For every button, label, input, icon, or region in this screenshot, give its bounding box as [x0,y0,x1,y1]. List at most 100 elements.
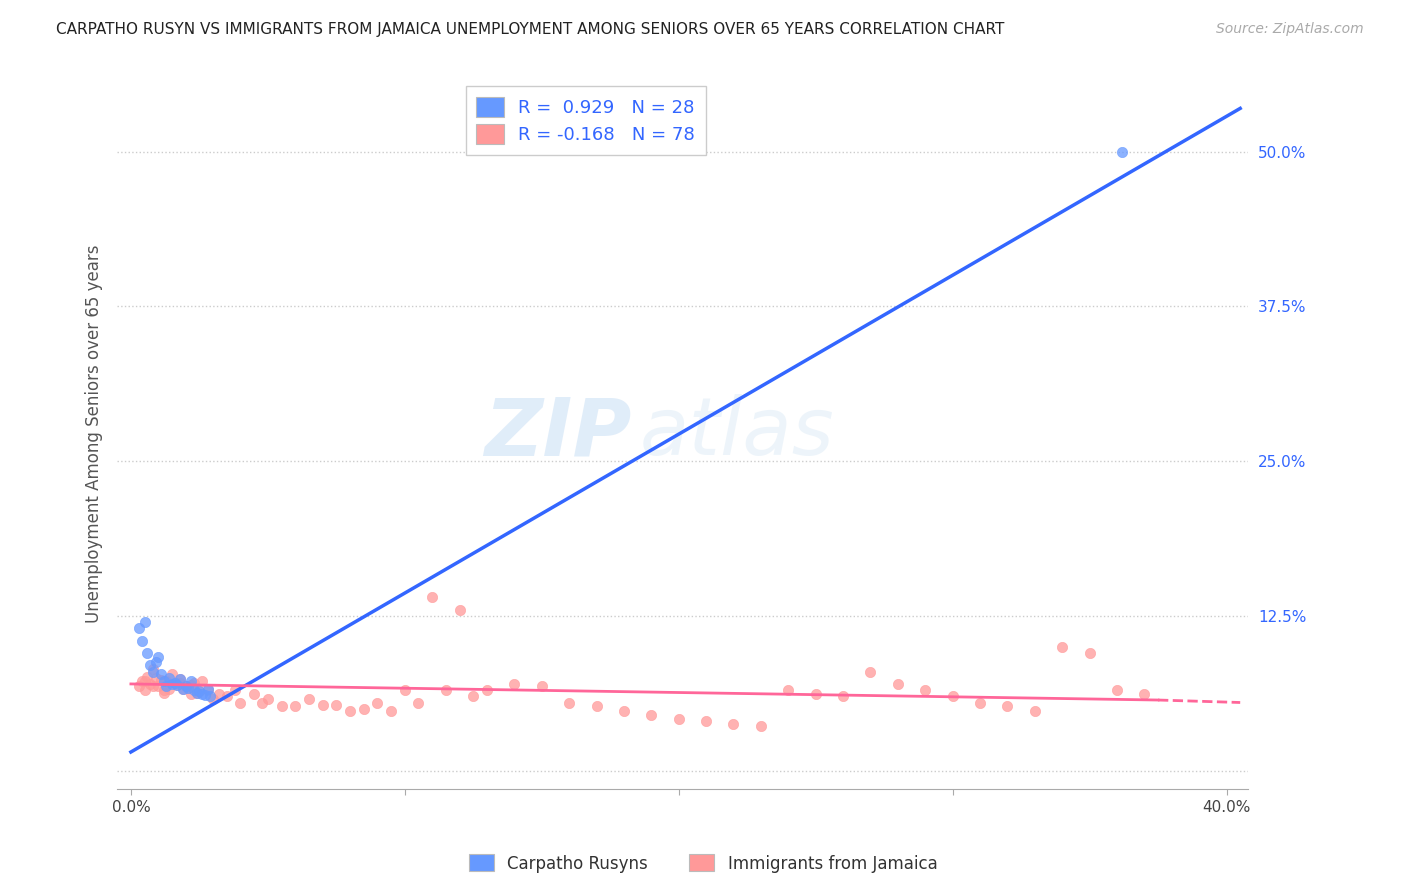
Point [142,665,165,679]
Point [585,699,607,714]
Point [252,696,274,710]
Point [463,690,485,704]
Point [408,696,430,710]
Point [134,683,156,698]
Point [503,677,526,691]
Point [194,688,217,702]
Point [1133,687,1156,701]
Point [157,671,180,685]
Point [1050,640,1073,654]
Legend: Carpatho Rusyns, Immigrants from Jamaica: Carpatho Rusyns, Immigrants from Jamaica [463,847,943,880]
Point [172,681,194,696]
Point [150,673,173,688]
Point [163,675,186,690]
Point [136,669,159,683]
Point [160,677,183,691]
Point [155,674,177,689]
Point [914,683,936,698]
Text: ZIP: ZIP [485,394,631,472]
Point [131,633,153,648]
Point [284,699,307,714]
Point [434,683,457,698]
Point [207,687,229,701]
Point [180,674,202,689]
Point [157,681,180,696]
Point [142,680,165,694]
Point [183,675,205,690]
Point [148,649,170,664]
Point [169,672,191,686]
Point [339,704,361,718]
Text: atlas: atlas [640,394,835,472]
Point [134,615,156,629]
Point [558,696,581,710]
Point [166,678,188,692]
Point [202,691,225,706]
Point [723,716,745,731]
Legend: R =  0.929   N = 28, R = -0.168   N = 78: R = 0.929 N = 28, R = -0.168 N = 78 [465,87,706,155]
Point [325,698,347,712]
Y-axis label: Unemployment Among Seniors over 65 years: Unemployment Among Seniors over 65 years [86,244,103,623]
Point [969,696,991,710]
Point [191,687,214,701]
Point [148,680,170,694]
Point [128,680,150,694]
Point [186,685,208,699]
Point [366,696,388,710]
Point [613,704,636,718]
Point [475,683,498,698]
Point [186,685,208,699]
Point [155,680,177,694]
Point [243,687,266,701]
Point [139,658,162,673]
Point [1111,145,1133,159]
Point [145,671,167,685]
Point [200,690,222,704]
Point [152,685,174,699]
Point [353,701,375,715]
Point [177,681,200,695]
Point [1078,646,1101,660]
Point [152,674,174,689]
Point [183,683,205,698]
Point [197,681,219,696]
Point [449,602,471,616]
Point [163,675,186,690]
Text: CARPATHO RUSYN VS IMMIGRANTS FROM JAMAICA UNEMPLOYMENT AMONG SENIORS OVER 65 YEA: CARPATHO RUSYN VS IMMIGRANTS FROM JAMAIC… [56,22,1005,37]
Text: Source: ZipAtlas.com: Source: ZipAtlas.com [1216,22,1364,37]
Point [128,621,150,635]
Point [804,687,827,701]
Point [311,698,333,712]
Point [136,646,159,660]
Point [749,719,772,733]
Point [1024,704,1046,718]
Point [995,699,1018,714]
Point [134,674,156,689]
Point [197,683,219,698]
Point [229,696,252,710]
Point [150,667,173,681]
Point [298,691,321,706]
Point [180,687,202,701]
Point [160,667,183,681]
Point [145,655,167,669]
Point [177,681,200,695]
Point [188,684,211,698]
Point [1105,683,1128,698]
Point [215,690,238,704]
Point [832,690,855,704]
Point [188,684,211,698]
Point [942,690,965,704]
Point [174,680,197,694]
Point [139,677,162,691]
Point [256,691,278,706]
Point [172,681,194,696]
Point [380,704,402,718]
Point [270,699,292,714]
Point [169,675,191,690]
Point [887,677,910,691]
Point [778,683,800,698]
Point [152,683,174,698]
Point [668,712,690,726]
Point [859,665,882,679]
